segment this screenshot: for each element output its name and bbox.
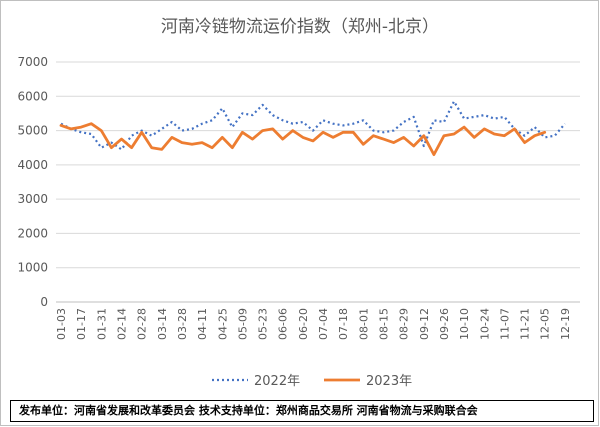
x-tick-label: 04-25 xyxy=(216,308,229,340)
x-tick-label: 12-19 xyxy=(559,308,572,340)
footer-text: 发布单位：河南省发展和改革委员会 技术支持单位：郑州商品交易所 河南省物流与采购… xyxy=(19,404,478,417)
y-tick-label: 4000 xyxy=(17,158,48,172)
x-tick-label: 06-06 xyxy=(277,308,290,340)
x-tick-label: 01-17 xyxy=(75,308,88,340)
gridlines xyxy=(56,61,580,303)
x-tick-label: 01-03 xyxy=(55,308,68,340)
series-lines xyxy=(59,100,566,157)
x-tick-label: 10-10 xyxy=(458,308,471,340)
x-tick-label: 07-04 xyxy=(317,308,330,340)
x-tick-label: 11-07 xyxy=(498,308,511,340)
x-tick-label: 08-15 xyxy=(378,308,391,340)
x-tick-label: 07-18 xyxy=(337,308,350,340)
legend: 2022年 2023年 xyxy=(212,374,412,389)
x-tick-label: 09-26 xyxy=(438,308,451,340)
y-tick-label: 5000 xyxy=(17,124,48,138)
x-tick-label: 11-21 xyxy=(519,308,532,340)
y-axis: 0 1000 2000 3000 4000 5000 6000 7000 xyxy=(17,55,48,309)
y-tick-label: 3000 xyxy=(17,192,48,206)
x-tick-label: 10-24 xyxy=(478,308,491,340)
x-tick-label: 03-14 xyxy=(156,308,169,340)
x-tick-label: 04-11 xyxy=(196,308,209,340)
x-tick-label: 08-29 xyxy=(398,308,411,340)
x-tick-label: 05-23 xyxy=(257,308,270,340)
y-tick-label: 2000 xyxy=(17,226,48,240)
series-line xyxy=(59,122,547,157)
x-tick-label: 01-31 xyxy=(95,308,108,340)
y-tick-label: 7000 xyxy=(17,55,48,69)
legend-label: 2022年 xyxy=(254,374,300,389)
y-tick-label: 0 xyxy=(40,295,48,309)
x-axis: 01-03 01-17 01-31 02-14 02-28 03-14 03-28 04-11… xyxy=(55,308,572,340)
y-tick-label: 6000 xyxy=(17,89,48,103)
x-tick-label: 02-28 xyxy=(136,308,149,340)
x-tick-label: 05-09 xyxy=(236,308,249,340)
y-tick-label: 1000 xyxy=(17,261,48,275)
footer-box: 发布单位：河南省发展和改革委员会 技术支持单位：郑州商品交易所 河南省物流与采购… xyxy=(10,400,594,422)
x-tick-label: 09-12 xyxy=(418,308,431,340)
chart-title: 河南冷链物流运价指数（郑州-北京） xyxy=(161,17,439,37)
legend-label: 2023年 xyxy=(366,374,412,389)
x-tick-label: 03-28 xyxy=(176,308,189,340)
x-tick-label: 02-14 xyxy=(116,308,129,340)
x-tick-label: 06-20 xyxy=(297,308,310,340)
x-tick-label: 08-01 xyxy=(357,308,370,340)
series-line xyxy=(60,100,566,151)
x-tick-label: 12-05 xyxy=(539,308,552,340)
